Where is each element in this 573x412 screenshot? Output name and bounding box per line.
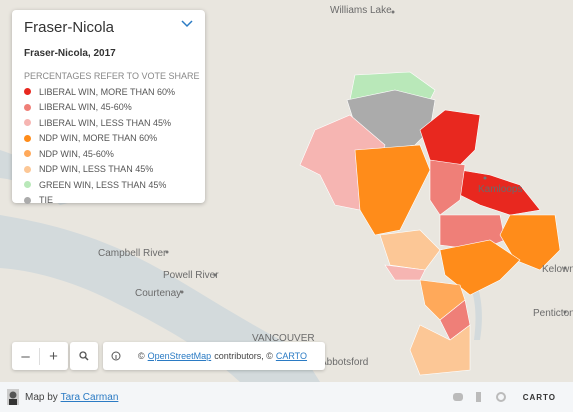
- legend-item: LIBERAL WIN, LESS THAN 45%: [24, 115, 175, 131]
- legend-item: NDP WIN, MORE THAN 60%: [24, 131, 175, 147]
- attribution: © OpenStreetMap contributors, © CARTO: [103, 342, 325, 370]
- legend-item: TIE: [24, 193, 175, 209]
- panel-subtitle: Fraser-Nicola, 2017: [24, 48, 116, 59]
- legend-label: NDP WIN, LESS THAN 45%: [39, 164, 154, 175]
- zoom-in[interactable]: +: [49, 347, 58, 365]
- city-label: Williams Lake: [330, 5, 392, 16]
- legend-swatch: [24, 103, 31, 111]
- legend-items: LIBERAL WIN, MORE THAN 60% LIBERAL WIN, 4…: [24, 84, 175, 208]
- riding[interactable]: [499, 214, 561, 271]
- city-label: Courtenay: [135, 288, 181, 299]
- legend-label: NDP WIN, MORE THAN 60%: [39, 133, 158, 144]
- share-icons[interactable]: [452, 391, 513, 403]
- riding[interactable]: [429, 159, 466, 216]
- riding[interactable]: [459, 169, 541, 216]
- legend-item: LIBERAL WIN, MORE THAN 60%: [24, 84, 175, 100]
- legend-swatch: [24, 181, 31, 189]
- brand-logo[interactable]: CARTO: [522, 392, 556, 402]
- ridings: [299, 71, 561, 376]
- collapse-toggle[interactable]: [181, 20, 193, 28]
- legend-swatch: [24, 150, 31, 158]
- legend-swatch: [24, 134, 31, 142]
- legend-panel: Fraser-Nicola Fraser-Nicola, 2017 PERCEN…: [12, 10, 205, 205]
- legend-label: LIBERAL WIN, MORE THAN 60%: [39, 86, 176, 97]
- footer: Map by Tara Carman CARTO: [0, 382, 573, 412]
- attribution-text: ©: [138, 351, 145, 361]
- city-dots: [165, 10, 567, 314]
- riding[interactable]: [354, 144, 431, 236]
- city-label: Kelowna: [542, 264, 573, 275]
- panel-title: Fraser-Nicola: [24, 19, 115, 36]
- attribution-link[interactable]: CARTO: [275, 351, 308, 361]
- legend-label: LIBERAL WIN, 45-60%: [39, 102, 132, 113]
- legend-item: LIBERAL WIN, 45-60%: [24, 100, 175, 116]
- legend-item: NDP WIN, LESS THAN 45%: [24, 162, 175, 178]
- map: Williams Lake Kamloops Campbell River Po…: [0, 5, 573, 382]
- legend-label: LIBERAL WIN, LESS THAN 45%: [39, 117, 172, 128]
- legend-swatch: [24, 88, 31, 96]
- city-label: Kamloops: [478, 184, 522, 195]
- city-label: Abbotsford: [320, 357, 368, 368]
- info-icon[interactable]: [111, 351, 121, 361]
- legend-label: GREEN WIN, LESS THAN 45%: [39, 179, 167, 190]
- riding[interactable]: [439, 239, 521, 296]
- legend-swatch: [24, 119, 31, 127]
- attribution-link[interactable]: OpenStreetMap: [147, 351, 212, 361]
- author-avatar: [7, 389, 19, 405]
- author-link[interactable]: Tara Carman: [60, 391, 119, 403]
- legend-label: TIE: [39, 195, 54, 206]
- city-label: VANCOUVER: [252, 333, 315, 344]
- zoom-controls: – +: [12, 342, 68, 370]
- city-label: Penticton: [533, 308, 573, 319]
- legend-label: NDP WIN, 45-60%: [39, 148, 114, 159]
- legend-swatch: [24, 165, 31, 173]
- riding[interactable]: [409, 324, 471, 376]
- footer-text: Map by: [25, 391, 58, 403]
- city-label: Campbell River: [98, 248, 167, 259]
- search-button[interactable]: [70, 342, 98, 370]
- city-label: Powell River: [163, 270, 219, 281]
- legend-item: NDP WIN, 45-60%: [24, 146, 175, 162]
- attribution-text: contributors, ©: [214, 351, 273, 361]
- zoom-out[interactable]: –: [12, 347, 40, 365]
- legend-swatch: [24, 196, 31, 204]
- riding[interactable]: [379, 229, 441, 271]
- legend-item: GREEN WIN, LESS THAN 45%: [24, 177, 175, 193]
- search-icon: [79, 351, 89, 361]
- legend-heading: PERCENTAGES REFER TO VOTE SHARE: [24, 71, 200, 81]
